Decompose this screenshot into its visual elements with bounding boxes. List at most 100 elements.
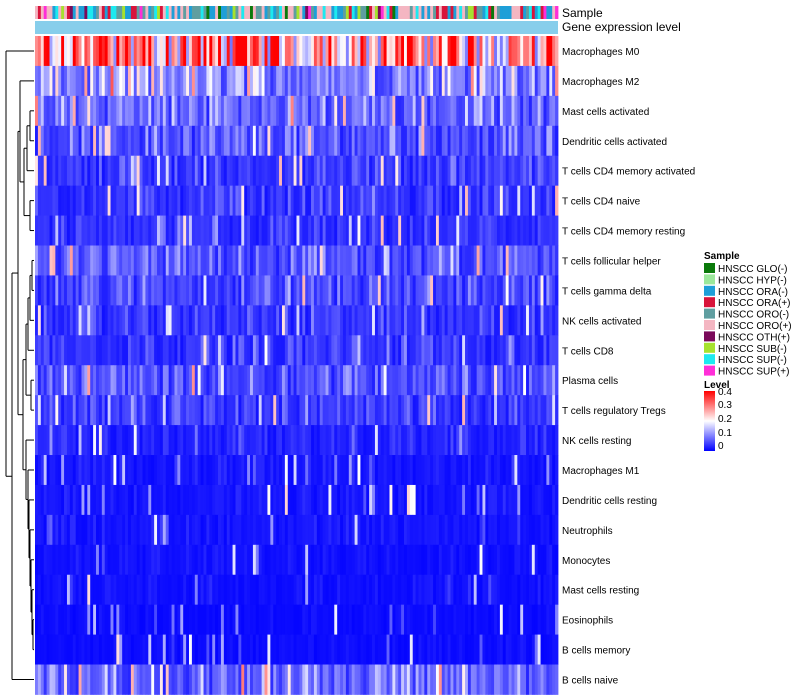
heatmap-cell bbox=[276, 395, 280, 426]
heatmap-cell bbox=[374, 125, 379, 157]
heatmap-cell bbox=[133, 664, 138, 695]
heatmap-cell bbox=[549, 634, 553, 665]
heatmap-cell bbox=[255, 185, 260, 216]
heatmap-cell bbox=[270, 65, 274, 97]
heatmap-cell bbox=[61, 455, 65, 486]
heatmap-cell bbox=[494, 95, 498, 127]
heatmap-cell bbox=[241, 604, 245, 635]
heatmap-cell bbox=[383, 305, 387, 336]
sample-annotation-cell bbox=[197, 6, 202, 19]
heatmap-cell bbox=[319, 365, 324, 396]
sample-annotation-cell bbox=[398, 6, 402, 19]
heatmap-cell bbox=[261, 65, 265, 97]
heatmap-cell bbox=[526, 574, 530, 606]
heatmap-cell bbox=[267, 65, 271, 97]
heatmap-cell bbox=[325, 604, 329, 635]
heatmap-cell bbox=[52, 664, 56, 695]
heatmap-cell bbox=[505, 125, 510, 157]
heatmap-cell bbox=[505, 185, 510, 216]
heatmap-cell bbox=[531, 245, 536, 276]
heatmap-cell bbox=[322, 65, 326, 97]
heatmap-cell bbox=[296, 395, 300, 426]
heatmap-cell bbox=[438, 305, 443, 336]
heatmap-cell bbox=[325, 65, 329, 97]
heatmap-cell bbox=[229, 95, 233, 127]
heatmap-cell bbox=[127, 604, 132, 635]
heatmap-cell bbox=[110, 275, 114, 306]
heatmap-cell bbox=[363, 634, 367, 665]
heatmap-cell bbox=[462, 245, 466, 276]
heatmap-cell bbox=[331, 455, 335, 486]
heatmap-cell bbox=[177, 604, 181, 635]
heatmap-cell bbox=[215, 574, 219, 606]
sample-annotation-cell bbox=[447, 6, 451, 19]
heatmap-cell bbox=[313, 95, 318, 127]
heatmap-cell bbox=[348, 574, 353, 606]
heatmap-cell bbox=[273, 544, 277, 576]
heatmap-cell bbox=[104, 305, 109, 336]
heatmap-cell bbox=[374, 95, 379, 127]
heatmap-cell bbox=[435, 65, 440, 97]
heatmap-cell bbox=[261, 604, 265, 635]
heatmap-cell bbox=[479, 365, 483, 396]
heatmap-cell bbox=[55, 395, 59, 426]
heatmap-cell bbox=[148, 514, 152, 546]
heatmap-cell bbox=[311, 215, 315, 246]
heatmap-cell bbox=[171, 634, 175, 665]
heatmap-cell bbox=[377, 604, 382, 635]
heatmap-cell bbox=[517, 455, 521, 486]
heatmap-cell bbox=[447, 245, 451, 276]
heatmap-cell bbox=[485, 245, 489, 276]
heatmap-cell bbox=[395, 275, 399, 306]
heatmap-cell bbox=[441, 125, 446, 157]
heatmap-cell bbox=[456, 185, 460, 216]
sample-annotation-cell bbox=[366, 6, 370, 19]
sample-annotation-cell bbox=[157, 6, 161, 19]
heatmap-cell bbox=[37, 455, 42, 486]
heatmap-cell bbox=[162, 125, 167, 157]
heatmap-cell bbox=[165, 634, 170, 665]
heatmap-cell bbox=[447, 365, 451, 396]
heatmap-cell bbox=[308, 395, 312, 426]
heatmap-cell bbox=[444, 245, 448, 276]
heatmap-cell bbox=[418, 95, 422, 127]
heatmap-cell bbox=[441, 664, 446, 695]
heatmap-cell bbox=[322, 634, 326, 665]
heatmap-cell bbox=[96, 95, 100, 127]
heatmap-cell bbox=[357, 125, 361, 157]
heatmap-cell bbox=[331, 395, 335, 426]
heatmap-cell bbox=[467, 65, 472, 97]
heatmap-cell bbox=[380, 514, 385, 546]
heatmap-cell bbox=[398, 395, 402, 426]
heatmap-cell bbox=[514, 365, 518, 396]
heatmap-cell bbox=[491, 484, 495, 516]
heatmap-cell bbox=[555, 425, 559, 456]
heatmap-cell bbox=[157, 425, 161, 456]
heatmap-cell bbox=[438, 484, 443, 516]
heatmap-cell bbox=[127, 484, 132, 516]
heatmap-cell bbox=[491, 395, 495, 426]
heatmap-cell bbox=[212, 185, 216, 216]
heatmap-cell bbox=[473, 65, 478, 97]
heatmap-cell bbox=[342, 484, 347, 516]
heatmap-cell bbox=[194, 455, 199, 486]
heatmap-cell bbox=[308, 514, 312, 546]
heatmap-cell bbox=[383, 155, 387, 187]
heatmap-cell bbox=[267, 395, 271, 426]
heatmap-cell bbox=[508, 604, 512, 635]
heatmap-cell bbox=[302, 155, 306, 187]
heatmap-cell bbox=[186, 514, 190, 546]
heatmap-cell bbox=[305, 95, 309, 127]
heatmap-cell bbox=[311, 574, 315, 606]
sample-annotation-cell bbox=[264, 6, 268, 19]
heatmap-cell bbox=[369, 95, 373, 127]
heatmap-cell bbox=[447, 125, 451, 157]
heatmap-cell bbox=[386, 36, 390, 67]
heatmap-cell bbox=[543, 305, 547, 336]
heatmap-cell bbox=[244, 335, 248, 366]
heatmap-cell bbox=[186, 664, 190, 695]
sample-annotation-cell bbox=[232, 6, 236, 19]
heatmap-cell bbox=[136, 664, 140, 695]
heatmap-cell bbox=[427, 155, 431, 187]
heatmap-cell bbox=[511, 125, 515, 157]
